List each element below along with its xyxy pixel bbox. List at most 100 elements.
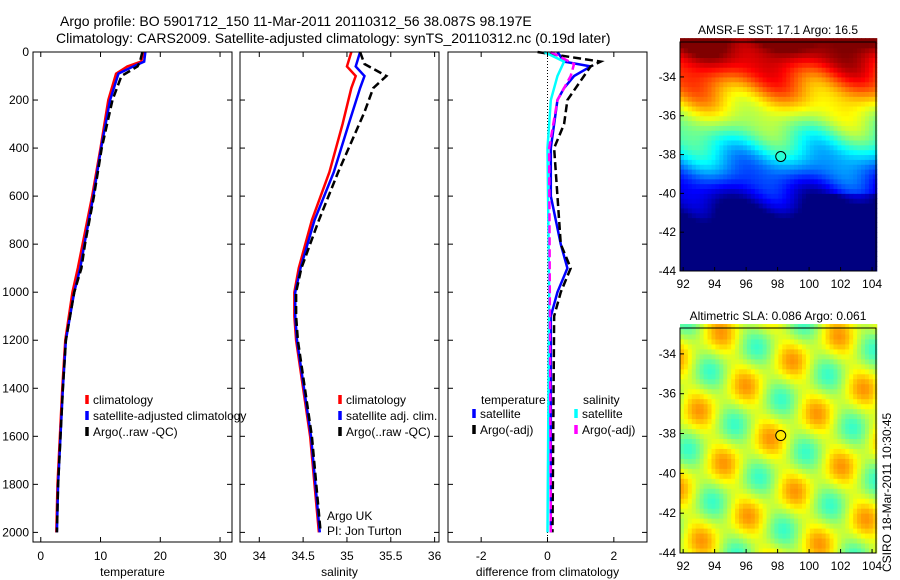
map-cell <box>680 383 685 390</box>
map-cell <box>794 86 799 92</box>
map-cell <box>817 448 823 454</box>
map-cell <box>821 483 827 489</box>
map-cell <box>805 232 811 238</box>
map-cell <box>841 256 846 262</box>
map-cell <box>813 207 819 214</box>
map-cell <box>691 183 697 190</box>
map-cell <box>849 528 854 534</box>
map-cell <box>861 443 866 449</box>
map-cell <box>786 256 791 262</box>
map-cell <box>864 543 870 549</box>
map-cell <box>813 96 819 102</box>
map-cell <box>758 508 764 514</box>
map-cell <box>774 403 779 410</box>
map-cell <box>766 363 772 370</box>
map-cell <box>739 159 744 165</box>
map-cell <box>683 448 689 454</box>
map-cell <box>727 523 732 529</box>
map-cell <box>727 353 732 360</box>
map-cell <box>821 178 827 185</box>
map-cell <box>695 106 701 112</box>
map-cell <box>695 548 701 554</box>
map-cell <box>853 443 858 449</box>
map-cell <box>711 398 716 405</box>
map-cell <box>782 164 787 170</box>
map-cell <box>868 67 874 73</box>
map-cell <box>727 358 732 365</box>
map-cell <box>872 418 878 425</box>
map-cell <box>691 178 697 185</box>
map-cell <box>715 448 720 454</box>
map-cell <box>861 135 866 141</box>
map-cell <box>683 413 689 420</box>
map-cell <box>680 256 685 262</box>
map-cell <box>825 338 831 345</box>
map-cell <box>762 67 768 73</box>
map-cell <box>762 62 768 68</box>
map-cell <box>731 393 736 400</box>
map-cell <box>841 493 846 499</box>
map-cell <box>770 62 775 68</box>
map-cell <box>868 513 874 519</box>
map-cell <box>727 135 732 141</box>
map-cell <box>691 398 697 405</box>
map-cell <box>758 443 764 449</box>
map-cell <box>868 222 874 228</box>
map-cell <box>861 76 866 83</box>
map-cell <box>766 261 772 267</box>
map-cell <box>770 463 775 469</box>
map-cell <box>798 256 803 262</box>
map-cell <box>813 433 819 440</box>
map-cell <box>861 130 866 136</box>
map-cell <box>750 81 756 88</box>
map-cell <box>829 38 834 44</box>
map-cell <box>782 207 787 214</box>
map-cell <box>841 96 846 102</box>
map-cell <box>742 266 748 272</box>
map-cell <box>809 159 815 165</box>
map-cell <box>825 488 831 494</box>
map-cell <box>778 333 783 340</box>
map-cell <box>746 251 752 257</box>
map-cell <box>723 232 728 238</box>
map-cell <box>868 328 874 335</box>
map-cell <box>798 130 803 136</box>
map-cell <box>746 538 752 544</box>
map-cell <box>864 149 870 156</box>
map-cell <box>845 207 850 214</box>
map-cell <box>794 488 799 494</box>
map-cell <box>680 159 685 165</box>
map-cell <box>735 393 740 400</box>
map-cell <box>841 423 846 430</box>
map-cell <box>695 368 701 375</box>
map-cell <box>754 483 760 489</box>
map-cell <box>762 548 768 554</box>
map-cell <box>778 246 783 253</box>
y-tick-label: 2000 <box>2 525 29 539</box>
map-cell <box>762 333 768 340</box>
map-cell <box>711 353 716 360</box>
map-cell <box>735 503 740 509</box>
map-cell <box>746 110 752 117</box>
map-cell <box>821 408 827 415</box>
map-cell <box>695 86 701 92</box>
map-cell <box>750 110 756 117</box>
map-cell <box>683 443 689 449</box>
map-cell <box>853 67 858 73</box>
map-cell <box>821 76 827 83</box>
map-cell <box>798 193 803 199</box>
map-cell <box>770 403 775 410</box>
map-cell <box>719 423 724 430</box>
map-cell <box>750 57 756 63</box>
map-cell <box>699 468 705 474</box>
map-cell <box>715 483 720 489</box>
map-cell <box>723 328 728 335</box>
map-cell <box>845 101 850 107</box>
map-cell <box>695 378 701 385</box>
map-cell <box>845 246 850 253</box>
map-cell <box>778 251 783 257</box>
map-cell <box>821 183 827 190</box>
map-cell <box>829 251 834 257</box>
map-cell <box>719 388 724 395</box>
map-cell <box>829 488 834 494</box>
